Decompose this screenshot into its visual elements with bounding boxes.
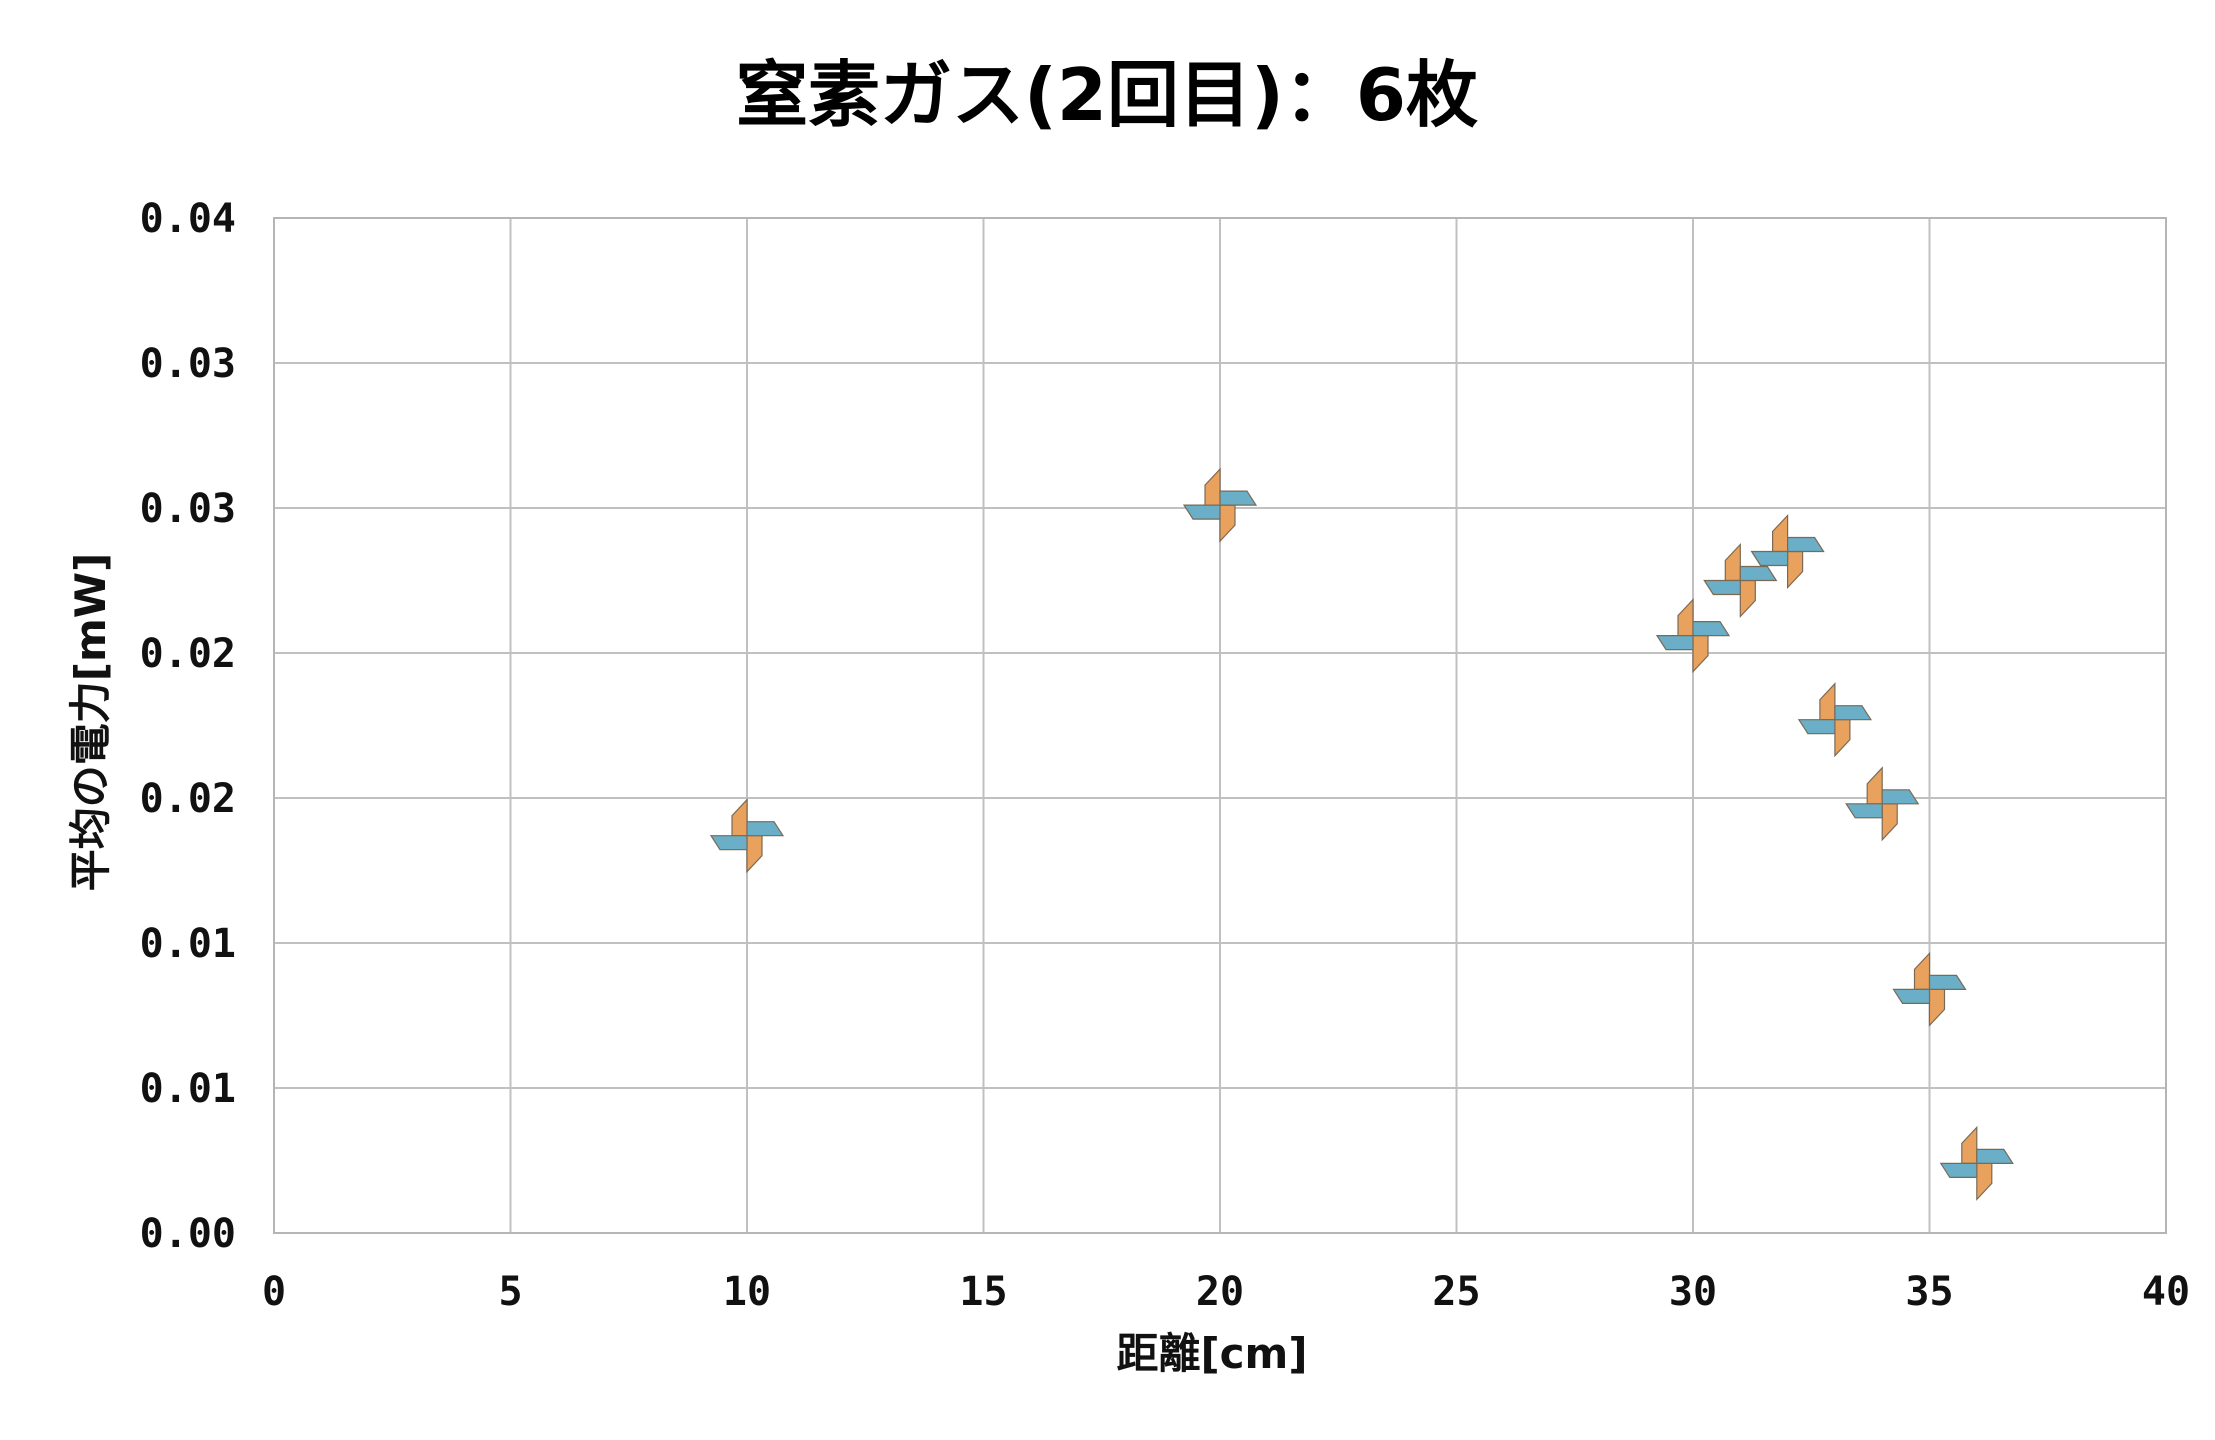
y-tick-label: 0.02 — [140, 776, 236, 822]
chart-title: 窒素ガス(2回目)：6枚 — [736, 53, 1478, 137]
x-tick-label: 15 — [959, 1269, 1007, 1315]
grid-lines — [273, 217, 2167, 1234]
y-tick-label: 0.01 — [140, 921, 236, 967]
x-tick-label: 5 — [498, 1269, 522, 1315]
x-axis-label: 距離[cm] — [1116, 1329, 1307, 1378]
data-point — [1750, 513, 1825, 590]
data-point — [1797, 682, 1872, 758]
y-tick-label: 0.02 — [140, 631, 236, 677]
data-point — [1892, 951, 1967, 1027]
y-tick-label: 0.04 — [140, 196, 236, 242]
x-tick-label: 40 — [2142, 1269, 2190, 1315]
data-point — [1939, 1125, 2014, 1201]
data-point — [1655, 598, 1731, 674]
y-tick-label: 0.03 — [140, 486, 236, 532]
data-point — [1182, 467, 1258, 543]
plot-area — [273, 217, 2167, 1234]
x-tick-label: 35 — [1905, 1269, 1953, 1315]
x-tick-label: 30 — [1669, 1269, 1717, 1315]
x-tick-label: 0 — [262, 1269, 286, 1315]
y-tick-label: 0.00 — [140, 1211, 236, 1257]
x-tick-label: 10 — [723, 1269, 771, 1315]
x-tick-label: 20 — [1196, 1269, 1244, 1315]
x-axis-ticks: 0 5 10 15 20 25 30 35 40 — [262, 1269, 2190, 1315]
data-point — [1703, 542, 1778, 619]
y-tick-label: 0.01 — [140, 1066, 236, 1112]
data-point — [1845, 766, 1920, 842]
data-point — [709, 798, 785, 874]
y-axis-label: 平均の電力[mW] — [66, 553, 115, 891]
y-axis-ticks: 0.00 0.01 0.01 0.02 0.02 0.03 0.03 0.04 — [140, 196, 236, 1257]
y-tick-label: 0.03 — [140, 341, 236, 387]
x-tick-label: 25 — [1432, 1269, 1480, 1315]
data-points — [709, 467, 2014, 1201]
